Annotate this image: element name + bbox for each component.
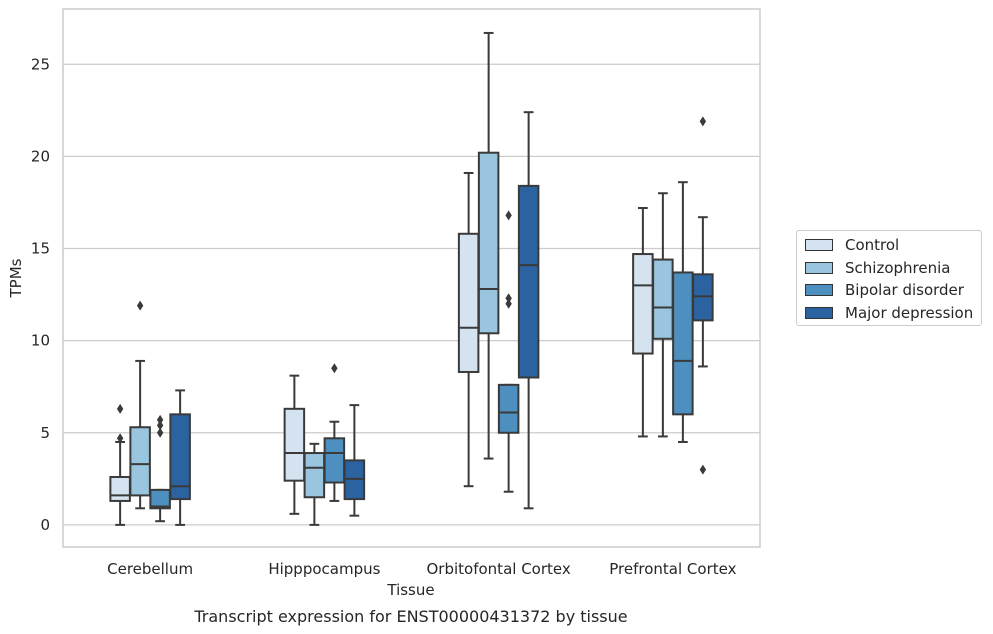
box-control-hipppocampus <box>283 374 306 515</box>
box-major-depression-orbitofontal-cortex <box>517 111 540 510</box>
outlier-point <box>136 300 144 311</box>
x-tick-label: Orbitofontal Cortex <box>427 560 571 578</box>
x-tick-label: Cerebellum <box>107 560 193 578</box>
chart-title: Transcript expression for ENST0000043137… <box>193 607 627 626</box>
y-tick-label: 20 <box>31 147 50 165</box>
box-iqr <box>517 184 540 379</box>
y-axis-label: TPMs <box>7 258 25 298</box>
y-tick-label: 15 <box>31 240 50 258</box>
legend-label-schizophrenia: Schizophrenia <box>845 259 951 277</box>
outlier-point <box>156 414 164 425</box>
box-iqr <box>303 452 326 499</box>
legend-item-schizophrenia: Schizophrenia <box>805 259 950 277</box>
legend-swatch-bipolar-disorder <box>805 284 833 296</box>
legend: Control Schizophrenia Bipolar disorder M… <box>796 230 982 326</box>
y-tick-label: 25 <box>31 55 50 73</box>
y-axis-ticks: 0 5 10 15 20 25 <box>31 55 50 534</box>
box-bipolar-disorder-prefrontal-cortex <box>672 181 694 443</box>
box-major-depression-hipppocampus <box>343 404 366 517</box>
box-iqr <box>632 253 654 355</box>
outlier-point <box>505 210 512 221</box>
box-control-orbitofontal-cortex <box>457 171 480 488</box>
legend-label-bipolar-disorder: Bipolar disorder <box>845 281 964 299</box>
outlier-point <box>116 403 124 414</box>
outlier-point <box>156 420 164 431</box>
outlier-point <box>505 298 512 309</box>
x-axis-ticks: Cerebellum Hipppocampus Orbitofontal Corte… <box>107 560 736 578</box>
legend-swatch-schizophrenia <box>805 262 833 274</box>
box-iqr <box>497 383 520 434</box>
outlier-point <box>505 293 512 304</box>
box-schizophrenia-hipppocampus <box>303 442 326 526</box>
legend-label-major-depression: Major depression <box>845 304 974 322</box>
box-control-cerebellum <box>109 403 131 526</box>
outlier-point <box>699 464 707 475</box>
x-axis-label: Tissue <box>386 581 434 599</box>
box-major-depression-cerebellum <box>169 389 191 526</box>
outlier-point <box>699 116 707 127</box>
box-iqr <box>109 475 131 502</box>
box-iqr <box>477 151 500 335</box>
x-tick-label: Prefrontal Cortex <box>609 560 736 578</box>
legend-label-control: Control <box>845 236 900 254</box>
box-iqr <box>169 413 191 501</box>
box-bipolar-disorder-orbitofontal-cortex <box>497 210 520 493</box>
box-control-prefrontal-cortex <box>632 206 654 438</box>
box-bipolar-disorder-hipppocampus <box>323 363 346 502</box>
legend-item-control: Control <box>805 236 899 254</box>
y-tick-label: 0 <box>40 516 50 534</box>
box-schizophrenia-cerebellum <box>129 300 151 510</box>
legend-swatch-major-depression <box>805 307 833 319</box>
box-iqr <box>457 232 480 373</box>
box-iqr <box>283 407 306 482</box>
y-tick-label: 10 <box>31 332 50 350</box>
outlier-point <box>116 433 124 444</box>
box-schizophrenia-prefrontal-cortex <box>652 192 674 438</box>
y-tick-label: 5 <box>40 424 50 442</box>
box-iqr <box>672 271 694 416</box>
box-iqr <box>129 426 151 497</box>
box-iqr <box>323 437 346 484</box>
outlier-point <box>156 427 164 438</box>
box-iqr <box>652 258 674 340</box>
box-plot-marks <box>109 31 714 526</box>
legend-item-bipolar-disorder: Bipolar disorder <box>805 281 964 299</box>
plot-frame <box>62 8 761 548</box>
box-schizophrenia-orbitofontal-cortex <box>477 31 500 460</box>
box-bipolar-disorder-cerebellum <box>149 414 171 523</box>
box-major-depression-prefrontal-cortex <box>692 116 714 475</box>
legend-swatch-control <box>805 239 833 251</box>
legend-item-major-depression: Major depression <box>805 304 973 322</box>
x-tick-label: Hipppocampus <box>268 560 380 578</box>
outlier-point <box>331 363 338 374</box>
